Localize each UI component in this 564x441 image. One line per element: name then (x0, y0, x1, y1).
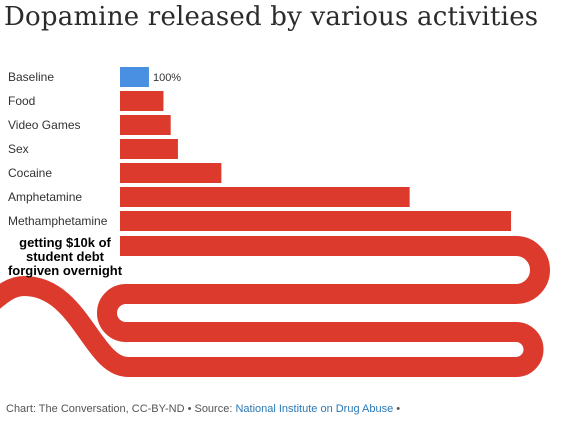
bar (120, 163, 222, 183)
bar (120, 67, 149, 87)
bar (120, 115, 171, 135)
bar (120, 187, 410, 207)
category-label: Amphetamine (8, 190, 82, 204)
value-labels: 100% (153, 72, 181, 84)
category-labels: Baseline Food Video Games Sex Cocaine Ampheta… (8, 70, 108, 228)
bar (120, 211, 512, 231)
chart-footer: Chart: The Conversation, CC-BY-ND • Sour… (6, 403, 400, 415)
value-label: 100% (153, 72, 181, 84)
annotation-caption: getting $10k of student debt forgiven ov… (7, 235, 123, 278)
bar (120, 91, 164, 111)
annotation-serpentine-bar (0, 236, 550, 377)
chart-title: Dopamine released by various activities (4, 2, 539, 32)
footer-trailing: • (393, 403, 401, 415)
category-label: Sex (8, 142, 29, 156)
category-label: Cocaine (8, 166, 52, 180)
category-label: Methamphetamine (8, 214, 108, 228)
category-label: Baseline (8, 70, 54, 84)
bar (120, 139, 178, 159)
category-label: Food (8, 94, 35, 108)
source-link[interactable]: National Institute on Drug Abuse (235, 403, 394, 415)
footer-credit: Chart: The Conversation, CC-BY-ND • Sour… (6, 403, 236, 415)
bars (120, 67, 512, 231)
category-label: Video Games (8, 118, 81, 132)
